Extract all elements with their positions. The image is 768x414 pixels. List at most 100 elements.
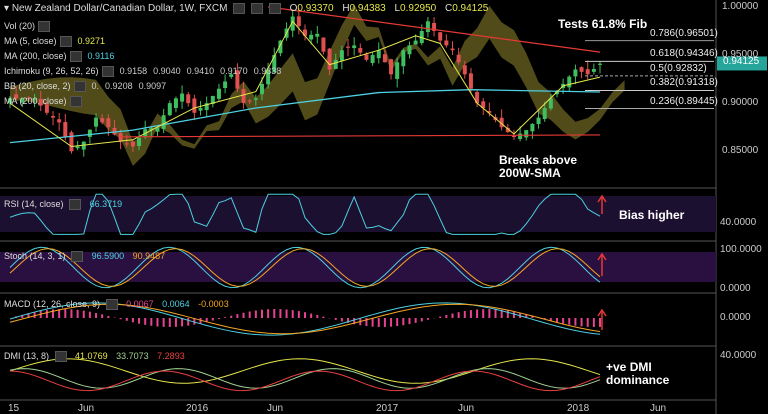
- price-tick-label: 0.95000: [722, 49, 759, 61]
- candle-body: [38, 98, 43, 106]
- indicator-label: Vol (20): [4, 21, 36, 31]
- candle-body: [69, 132, 74, 152]
- candle-body: [450, 48, 455, 51]
- dmi-settings-icon[interactable]: [54, 351, 67, 363]
- candle-body: [167, 103, 172, 116]
- indicator-label: MA (200, close): [4, 96, 67, 106]
- candle-body: [346, 46, 351, 48]
- indicator-settings-icon[interactable]: [38, 21, 51, 33]
- sma200-line: [9, 89, 601, 144]
- time-tick-label: 2018: [567, 403, 590, 414]
- dmi-label: DMI (13, 8) 41.0769 33.7073 7.2893: [4, 350, 185, 363]
- indicator-settings-icon[interactable]: [69, 51, 82, 63]
- dmi-axis-label: 40.0000: [720, 350, 757, 361]
- indicator-row: MA (200, close) 0.9116: [4, 50, 114, 63]
- candle-body: [358, 48, 363, 53]
- time-tick-label: 15: [8, 403, 20, 414]
- indicator-label: Ichimoku (9, 26, 52, 26): [4, 66, 99, 76]
- candle-body: [542, 107, 547, 119]
- indicator-settings-icon[interactable]: [101, 66, 114, 78]
- close-label: C: [444, 3, 453, 15]
- candle-body: [505, 127, 510, 133]
- candle-body: [57, 119, 62, 123]
- macd-title: MACD (12, 26, close, 9): [4, 299, 101, 309]
- candle-body: [548, 98, 553, 109]
- breakout-line1: Breaks above: [499, 153, 578, 167]
- high-value: 0.94383: [349, 3, 386, 15]
- collapse-arrow-icon[interactable]: ▾: [4, 3, 12, 15]
- candle-body: [370, 55, 375, 63]
- macd-axis-label: 0.0000: [720, 312, 751, 323]
- close-value: 0.94125: [452, 3, 489, 15]
- indicator-settings-icon[interactable]: [59, 36, 72, 48]
- candle-body: [137, 137, 142, 146]
- candle-body: [259, 83, 264, 95]
- rsi-settings-icon[interactable]: [69, 199, 82, 211]
- support-trendline: [120, 134, 601, 138]
- candle-body: [216, 88, 221, 99]
- stoch-d-value: 90.9487: [132, 251, 166, 261]
- candle-body: [309, 34, 314, 40]
- candle-body: [315, 33, 320, 37]
- candle-body: [247, 100, 252, 102]
- indicator-row: MA (200, close): [4, 95, 82, 108]
- indicator-value: 0.9170: [220, 66, 248, 76]
- candle-body: [413, 40, 418, 45]
- candle-body: [272, 55, 277, 73]
- time-tick-label: Jun: [267, 403, 284, 414]
- indicator-settings-icon[interactable]: [69, 96, 82, 108]
- low-value: 0.92950: [400, 3, 437, 15]
- candle-body: [186, 94, 191, 104]
- more-icon[interactable]: [268, 3, 281, 14]
- candle-body: [180, 93, 185, 102]
- macd-settings-icon[interactable]: [105, 299, 118, 311]
- candle-body: [462, 65, 467, 75]
- candle-body: [567, 76, 572, 88]
- candle-body: [585, 69, 590, 75]
- time-tick-label: Jun: [458, 403, 475, 414]
- dmi-note-line2: dominance: [606, 373, 670, 387]
- indicator-value: 0.9410: [186, 66, 215, 76]
- candle-body: [591, 68, 596, 72]
- candle-body: [44, 104, 49, 113]
- rsi-label: RSI (14, close) 66.3719: [4, 198, 122, 211]
- settings-icon[interactable]: [233, 3, 246, 14]
- candle-body: [204, 103, 209, 111]
- macd-line-value: 0.0064: [162, 299, 190, 309]
- fib-label: 0.786(0.96501): [650, 27, 718, 39]
- indicator-settings-icon[interactable]: [73, 81, 86, 93]
- indicator-label: BB (20, close, 2): [4, 81, 71, 91]
- indicator-value: 0.9338: [253, 66, 282, 76]
- candle-body: [468, 73, 473, 89]
- candle-body: [481, 101, 486, 108]
- candle-body: [407, 45, 412, 55]
- macd-hist-value: 0.0067: [126, 299, 154, 309]
- dmi-note-line1: +ve DMI: [606, 360, 652, 374]
- stoch-settings-icon[interactable]: [71, 251, 84, 263]
- open-label: O: [289, 3, 298, 15]
- main-price-layer: [8, 4, 767, 166]
- last-price-tag-bg: [717, 56, 767, 71]
- visibility-icon[interactable]: [251, 3, 264, 14]
- candle-body: [425, 21, 430, 33]
- candle-body: [14, 94, 19, 99]
- candle-body: [8, 98, 12, 104]
- stoch-title: Stoch (14, 3, 1): [4, 251, 66, 261]
- candle-body: [432, 22, 437, 31]
- indicator-value: 0.9158: [119, 66, 148, 76]
- bullish-arrow-head: [597, 194, 607, 203]
- candle-body: [536, 117, 541, 125]
- candle-body: [419, 30, 424, 44]
- candle-body: [20, 98, 25, 103]
- time-tick-label: 2016: [186, 403, 209, 414]
- rsi-line: [9, 193, 601, 235]
- price-tick-label: 0.90000: [722, 97, 759, 109]
- candle-body: [456, 54, 461, 63]
- dmi-note: +ve DMI dominance: [606, 361, 669, 387]
- bullish-arrow-head: [597, 308, 607, 317]
- symbol-header: ▾ New Zealand Dollar/Canadian Dollar, 1W…: [4, 3, 488, 14]
- candle-body: [389, 59, 394, 75]
- price-tick-label: 1.00000: [722, 0, 759, 12]
- candle-body: [118, 133, 123, 142]
